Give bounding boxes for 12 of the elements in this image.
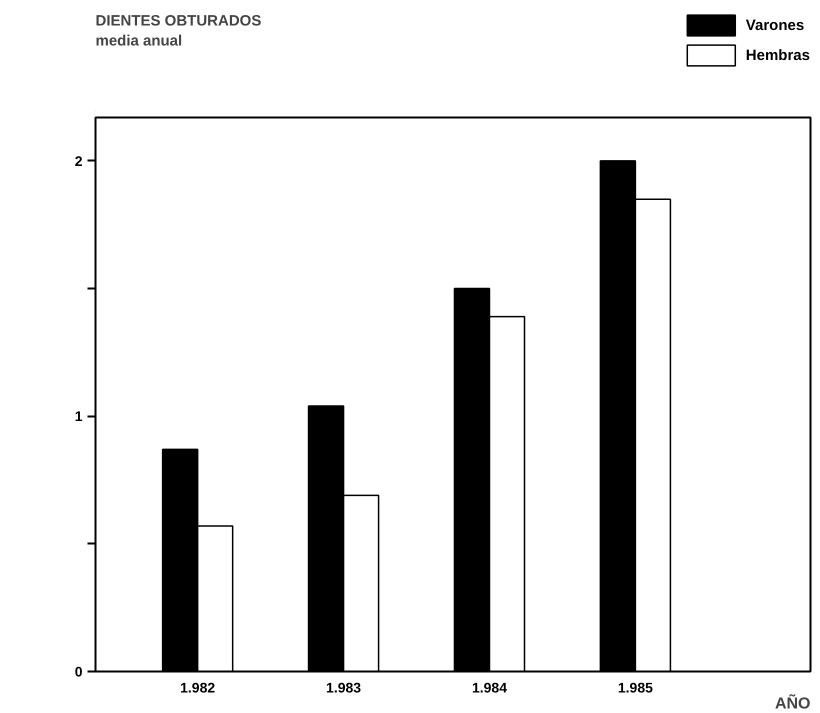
- x-tick-label: 1.983: [326, 680, 362, 696]
- chart-subtitle: media anual: [96, 32, 182, 50]
- legend-label: Hembras: [746, 46, 810, 64]
- y-tick-label: 0: [74, 664, 83, 680]
- chart-title: DIENTES OBTURADOS: [96, 12, 262, 30]
- y-tick-label: 2: [74, 152, 83, 169]
- legend-label: Varones: [746, 16, 804, 34]
- x-tick-label: 1.982: [180, 680, 216, 696]
- x-tick-label: 1.984: [472, 680, 508, 696]
- x-tick-label: 1.985: [618, 680, 654, 696]
- x-axis-title: AÑO: [774, 694, 811, 712]
- y-tick-label: 1: [74, 408, 83, 424]
